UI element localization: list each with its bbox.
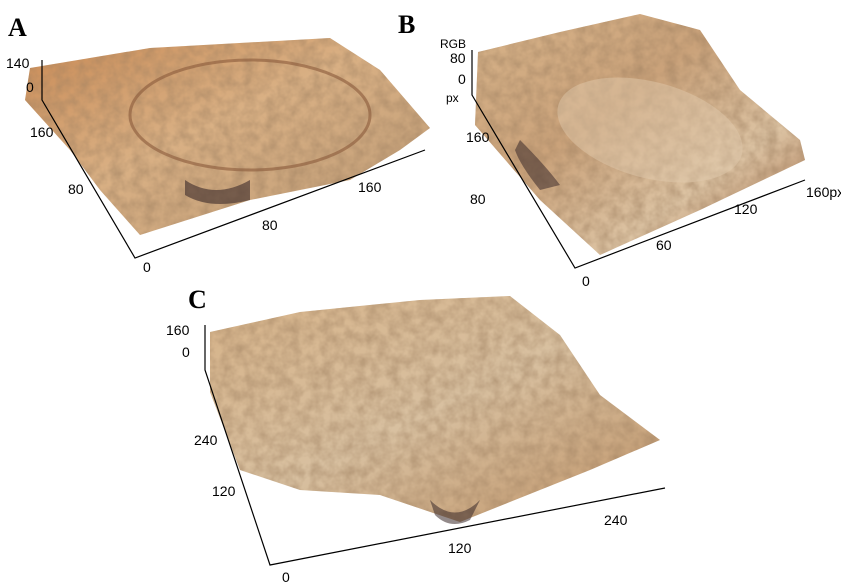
tick-label: 80: [470, 191, 486, 207]
tick-label: 0: [582, 273, 590, 289]
panel-label: C: [188, 285, 207, 314]
tick-label: RGB: [440, 37, 466, 51]
tick-label: 120: [448, 540, 472, 556]
tick-label: 240: [604, 512, 628, 528]
tick-label: 0: [26, 79, 34, 95]
tick-label: 60: [656, 237, 672, 253]
tick-label: 160: [30, 124, 54, 140]
tick-label: 0: [182, 344, 190, 360]
surface-texture: [25, 38, 430, 235]
tick-label: 160: [466, 129, 490, 145]
tick-label: 160: [166, 322, 190, 338]
panel-a: A 140 0 160 80 0 80 160: [6, 13, 430, 275]
tick-label: 120: [734, 201, 758, 217]
surface-texture: [210, 296, 660, 522]
tick-label: 140: [6, 55, 30, 71]
tick-label: 80: [68, 181, 84, 197]
tick-label: 240: [194, 432, 218, 448]
figure: A 140 0 160 80 0 80 160 B RGB 80 0 px 16…: [0, 0, 841, 587]
tick-label: 0: [143, 259, 151, 275]
tick-label: 160px: [806, 184, 841, 200]
panel-label: A: [8, 13, 27, 42]
tick-label: px: [446, 91, 459, 105]
tick-label: 0: [458, 71, 466, 87]
panel-b: B RGB 80 0 px 160 80 0 60 120 160px: [398, 10, 841, 289]
tick-label: 160: [358, 179, 382, 195]
panel-label: B: [398, 10, 415, 39]
tick-label: 0: [282, 569, 290, 585]
tick-label: 80: [262, 217, 278, 233]
tick-label: 80: [450, 50, 466, 66]
tick-label: 120: [212, 483, 236, 499]
panel-c: C 160 0 240 120 0 120 240: [166, 285, 665, 585]
